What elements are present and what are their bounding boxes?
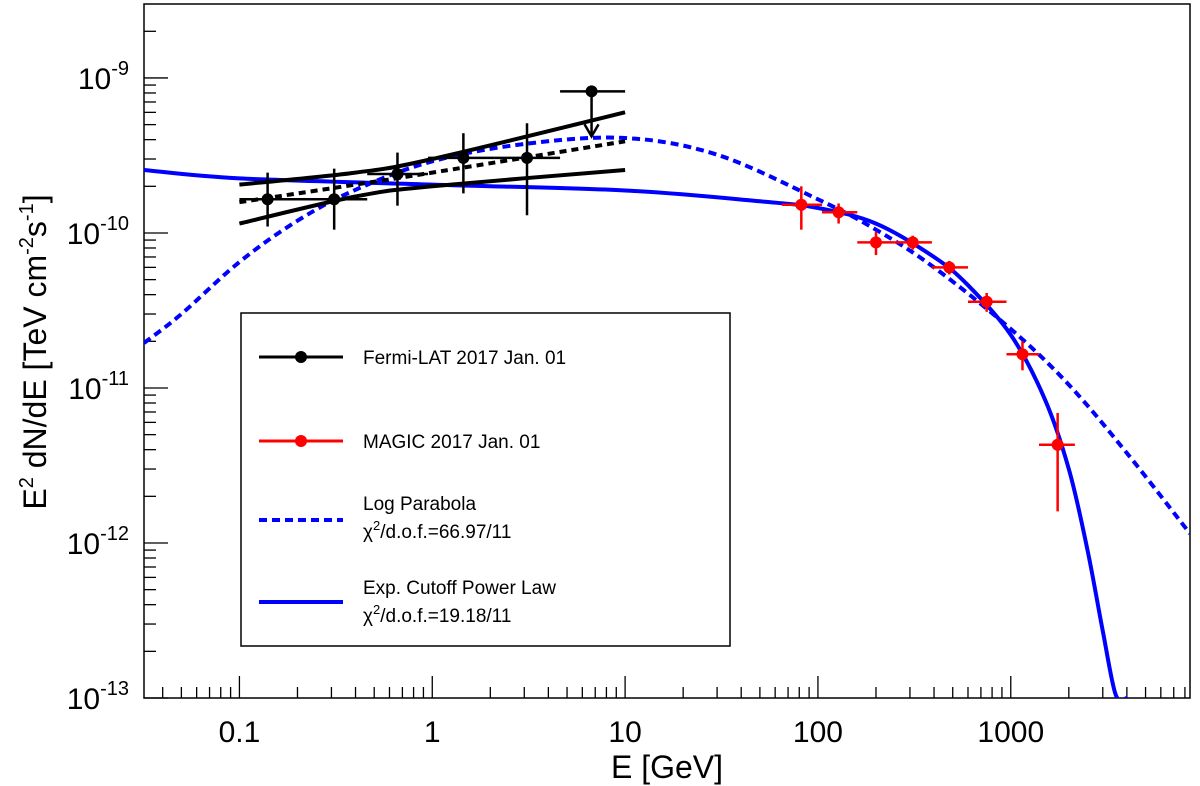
magic-marker (795, 198, 808, 211)
magic-point (781, 186, 823, 230)
x-tick-label: 1 (424, 716, 441, 749)
fermi-marker (391, 168, 404, 181)
fermi-point (239, 172, 298, 227)
magic-point (1006, 341, 1039, 371)
fermi-point (297, 168, 368, 230)
magic-marker (1016, 348, 1029, 361)
magic-point (1038, 412, 1075, 512)
magic-marker (980, 295, 993, 308)
y-tick-label: 10-11 (68, 368, 129, 406)
x-tick-label: 10 (608, 716, 641, 749)
magic-marker (869, 236, 882, 249)
fermi-point (494, 123, 561, 216)
magic-point (967, 292, 1007, 312)
y-tick-label: 10-9 (78, 58, 129, 96)
fermi-point (367, 152, 428, 206)
y-tick-label: 10-12 (67, 523, 129, 561)
x-tick-label: 100 (793, 716, 843, 749)
fermi-marker (328, 193, 341, 206)
legend-box (240, 312, 731, 647)
fermi-marker (261, 193, 274, 206)
x-axis-title: E [GeV] (611, 749, 723, 785)
fermi-marker (457, 151, 470, 164)
fermi-marker (521, 151, 534, 164)
magic-point (822, 203, 858, 224)
x-tick-label: 0.1 (219, 716, 261, 749)
bowtie-lower (238, 168, 626, 226)
magic-point (857, 231, 895, 256)
legend-magic-label: MAGIC 2017 Jan. 01 (363, 432, 540, 453)
fermi-upper-limit (560, 85, 626, 139)
magic-point (931, 260, 968, 275)
legend-logparabola-stat: χ2/d.o.f.=66.97/11 (363, 518, 511, 543)
y-tick-label: 10-10 (67, 213, 129, 251)
legend-fermi-marker (295, 351, 307, 363)
bowtie-fit (239, 139, 626, 205)
y-tick-labels: 10-13 10-12 10-11 10-10 10-9 (67, 58, 129, 716)
magic-points (781, 186, 1075, 512)
y-axis-title: E2 dN/dE [TeV cm-2s-1] (16, 194, 53, 509)
legend-magic-marker (295, 435, 307, 447)
legend-expcutoff-stat: χ2/d.o.f.=19.18/11 (363, 602, 511, 627)
legend: Fermi-LAT 2017 Jan. 01 MAGIC 2017 Jan. 0… (240, 312, 731, 647)
legend-expcutoff-label: Exp. Cutoff Power Law (363, 578, 556, 599)
axis-ticks (144, 30, 1186, 699)
legend-fermi-label: Fermi-LAT 2017 Jan. 01 (363, 348, 566, 369)
magic-marker (1051, 438, 1064, 451)
fermi-point (427, 133, 495, 194)
y-tick-label: 10-13 (67, 678, 129, 716)
x-tick-labels: 0.1 1 10 100 1000 (219, 716, 1045, 749)
magic-marker (832, 206, 845, 219)
plot-frame (143, 3, 1191, 699)
fermi-points (239, 85, 626, 230)
x-tick-label: 1000 (977, 716, 1044, 749)
fermi-bowtie (238, 110, 626, 226)
magic-point (894, 235, 932, 250)
upper-limit-arrowhead (583, 123, 600, 139)
magic-marker (906, 236, 919, 249)
bowtie-upper (239, 110, 626, 187)
legend-logparabola-label: Log Parabola (363, 494, 476, 515)
log-parabola-curve (144, 135, 1190, 535)
upper-limit-marker (585, 85, 598, 98)
magic-marker (943, 261, 956, 274)
